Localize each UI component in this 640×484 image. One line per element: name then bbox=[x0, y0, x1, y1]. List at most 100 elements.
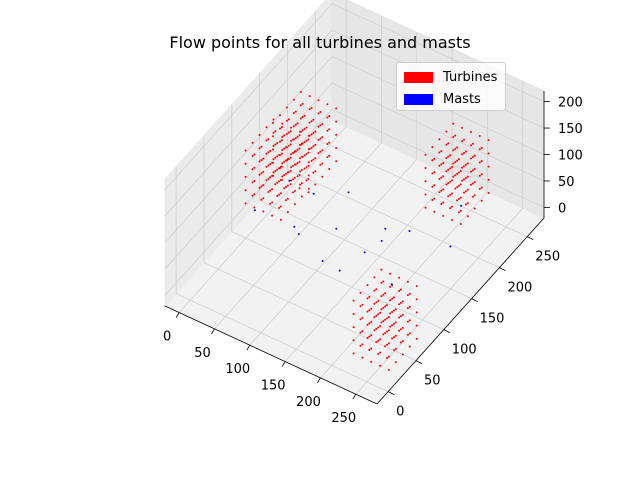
turbine-point bbox=[278, 206, 281, 209]
turbine-point bbox=[442, 201, 445, 204]
turbine-point bbox=[406, 333, 409, 336]
turbine-point bbox=[442, 162, 445, 164]
turbine-point bbox=[370, 321, 373, 323]
turbine-point bbox=[285, 106, 288, 109]
turbine-point bbox=[310, 133, 313, 136]
turbine-point bbox=[379, 364, 382, 367]
turbine-point bbox=[384, 345, 387, 348]
y-tick-label: 100 bbox=[452, 343, 477, 358]
turbine-point bbox=[251, 181, 254, 184]
turbine-point bbox=[408, 305, 411, 308]
turbine-point bbox=[244, 162, 247, 165]
mast-point bbox=[312, 192, 315, 195]
turbine-point bbox=[451, 205, 453, 208]
turbine-point bbox=[380, 281, 383, 284]
turbine-point bbox=[380, 295, 383, 298]
legend-label-masts: Masts bbox=[443, 91, 481, 107]
turbine-point bbox=[398, 303, 401, 306]
turbine-point bbox=[451, 166, 453, 168]
turbine-point bbox=[298, 134, 301, 137]
turbine-point bbox=[452, 136, 455, 138]
turbine-point bbox=[292, 151, 294, 154]
turbine-point bbox=[424, 167, 427, 169]
turbine-point bbox=[456, 172, 459, 175]
turbine-point bbox=[471, 195, 474, 198]
turbine-point bbox=[307, 187, 310, 190]
turbine-point bbox=[457, 158, 460, 161]
turbine-point bbox=[303, 154, 306, 157]
turbine-point bbox=[312, 158, 315, 161]
x-tick bbox=[175, 312, 180, 318]
turbine-point bbox=[473, 181, 476, 184]
turbine-point bbox=[449, 207, 452, 210]
x-tick bbox=[317, 377, 321, 384]
turbine-point bbox=[382, 306, 385, 309]
turbine-point bbox=[293, 190, 296, 192]
turbine-point bbox=[285, 119, 288, 122]
turbine-point bbox=[480, 186, 483, 189]
turbine-point bbox=[326, 156, 329, 159]
turbine-point bbox=[281, 175, 284, 178]
grid-line-y bbox=[175, 166, 389, 392]
turbine-point bbox=[386, 343, 388, 346]
turbine-point bbox=[424, 153, 427, 156]
turbine-point bbox=[267, 191, 270, 193]
turbine-point bbox=[375, 314, 378, 317]
x-tick-label: 100 bbox=[225, 362, 250, 377]
turbine-point bbox=[283, 174, 286, 177]
turbine-point bbox=[299, 183, 301, 186]
turbine-point bbox=[391, 324, 394, 327]
turbine-point bbox=[473, 194, 476, 197]
turbine-point bbox=[279, 127, 281, 130]
turbine-point bbox=[393, 336, 395, 339]
turbine-point bbox=[401, 326, 404, 329]
turbine-point bbox=[352, 339, 355, 342]
turbine-point bbox=[301, 102, 304, 105]
turbine-point bbox=[260, 172, 263, 175]
mast-point bbox=[288, 179, 291, 182]
turbine-point bbox=[310, 159, 313, 162]
turbine-point bbox=[299, 157, 301, 160]
turbine-point bbox=[386, 357, 388, 359]
turbine-point bbox=[301, 116, 304, 119]
turbine-point bbox=[445, 170, 448, 173]
turbine-point bbox=[307, 178, 310, 180]
turbine-point bbox=[384, 318, 387, 321]
turbine-point bbox=[359, 291, 362, 294]
turbine-point bbox=[399, 288, 402, 291]
z-tick-label: 150 bbox=[558, 122, 583, 137]
turbine-point bbox=[438, 138, 441, 141]
turbine-point bbox=[433, 184, 436, 187]
turbine-point bbox=[283, 134, 286, 137]
turbine-point bbox=[398, 316, 401, 319]
turbine-point bbox=[294, 137, 297, 140]
turbine-point bbox=[401, 353, 404, 356]
turbine-point bbox=[445, 157, 448, 159]
turbine-point bbox=[393, 296, 395, 299]
turbine-point bbox=[359, 331, 362, 334]
turbine-point bbox=[359, 305, 362, 308]
turbine-point bbox=[391, 311, 394, 313]
grid-line-x bbox=[178, 0, 347, 313]
turbine-point bbox=[464, 190, 467, 193]
turbine-point bbox=[366, 297, 369, 300]
turbine-point bbox=[286, 184, 289, 187]
turbine-point bbox=[478, 174, 481, 177]
turbine-point bbox=[399, 315, 402, 318]
turbine-point bbox=[326, 116, 329, 119]
turbine-point bbox=[317, 112, 320, 115]
turbine-point bbox=[452, 149, 455, 152]
turbine-point bbox=[299, 143, 301, 146]
turbine-point bbox=[471, 142, 474, 145]
mast-point bbox=[380, 239, 383, 242]
turbine-point bbox=[352, 299, 355, 302]
turbine-point bbox=[319, 111, 322, 113]
turbine-point bbox=[276, 142, 279, 145]
turbine-point bbox=[393, 309, 395, 312]
x-tick-label: 0 bbox=[163, 330, 171, 345]
turbine-point bbox=[370, 347, 373, 350]
x-tick bbox=[211, 328, 215, 335]
turbine-point bbox=[398, 290, 401, 292]
turbine-point bbox=[253, 153, 256, 156]
turbine-point bbox=[244, 149, 247, 152]
